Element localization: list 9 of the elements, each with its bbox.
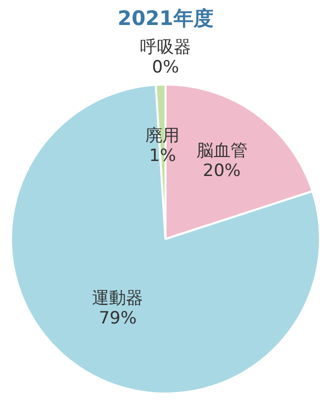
category-label: 呼吸器 [140,38,191,58]
slice-label: 脳血管 [196,140,248,161]
data-label: 1% [149,146,176,166]
slice-label: 廃用 [146,126,180,146]
chart-title: 2021年度 [118,6,214,30]
text: 0% [152,58,179,78]
data-label: 79% [98,308,137,329]
data-label: 20% [202,160,241,181]
slice-label: 運動器 [92,288,144,309]
